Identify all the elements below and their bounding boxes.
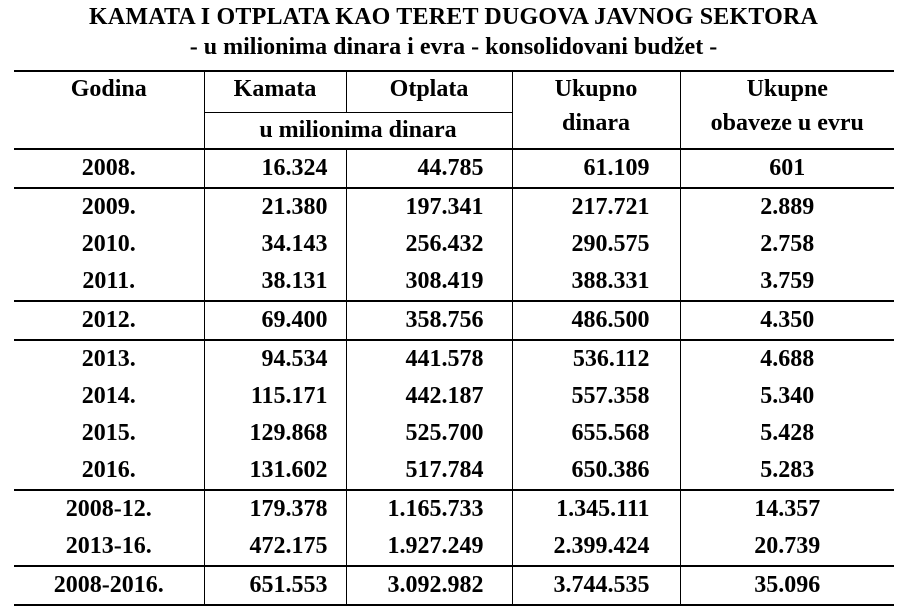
table-row: 2016. 131.602 517.784 650.386 5.283 [14,451,894,490]
cell-godina: 2008. [14,147,205,188]
header-unit: u milionima dinara [204,112,512,149]
cell-kamata: 69.400 [204,299,346,340]
cell-ukupno-dinara: 655.568 [511,414,680,452]
cell-godina: 2012. [14,299,205,340]
cell-ukupne-evro: 2.758 [679,225,894,263]
cell-ukupno-dinara: 650.386 [511,451,680,490]
cell-ukupno-dinara: 290.575 [511,225,680,263]
table-row: 2014. 115.171 442.187 557.358 5.340 [14,377,894,415]
debt-table: Godina Kamata Otplata Ukupno dinara Ukup… [14,70,894,606]
cell-ukupno-dinara: 388.331 [511,262,680,301]
cell-otplata: 525.700 [345,414,512,452]
header-ukupno-line1: Ukupno [554,76,638,102]
cell-ukupno-dinara: 557.358 [511,377,680,415]
cell-godina: 2016. [14,451,205,490]
header-ukupno-line2: dinara [561,110,630,136]
cell-otplata: 442.187 [345,377,512,415]
cell-ukupne-evro: 5.340 [679,377,894,415]
cell-otplata: 44.785 [345,147,512,188]
cell-ukupne-evro: 14.357 [679,488,894,528]
cell-ukupne-evro: 4.688 [679,338,894,378]
cell-kamata: 129.868 [249,419,328,446]
header-kamata: Kamata [204,70,346,113]
cell-godina: 2009. [14,186,205,226]
cell-godina: 2013. [14,338,205,378]
cell-otplata: 197.341 [345,186,512,226]
cell-godina: 2014. [14,377,205,415]
cell-ukupno-dinara: 536.112 [511,338,680,378]
cell-godina: 2008-12. [14,488,205,528]
cell-godina: 2008-2016. [14,564,205,606]
page-subtitle: - u milionima dinara i evra - konsolidov… [189,34,718,60]
cell-godina: 2013-16. [14,527,205,566]
cell-kamata: 115.171 [250,382,328,409]
cell-kamata: 179.378 [204,488,346,528]
cell-otplata: 441.578 [345,338,512,378]
cell-kamata: 472.175 [249,532,328,559]
cell-kamata: 16.324 [204,147,346,188]
cell-ukupne-evro: 5.283 [679,451,894,490]
cell-ukupne-evro: 20.739 [679,527,894,566]
cell-otplata: 1.165.733 [345,488,512,528]
table-row: 2015. 129.868 525.700 655.568 5.428 [14,414,894,452]
cell-ukupne-evro: 4.350 [679,299,894,340]
table-row: 2013. 94.534 441.578 536.112 4.688 [14,338,894,378]
cell-kamata: 131.602 [249,456,328,483]
header-ukupne-line1: Ukupne [746,76,828,102]
cell-godina: 2010. [14,225,205,263]
header-godina: Godina [14,70,205,149]
cell-ukupne-evro: 5.428 [679,414,894,452]
table-row: 2008-12. 179.378 1.165.733 1.345.111 14.357 [14,488,894,528]
cell-otplata: 517.784 [345,451,512,490]
cell-otplata: 358.756 [345,299,512,340]
header-otplata: Otplata [345,70,512,113]
cell-ukupne-evro: 2.889 [679,186,894,226]
cell-godina: 2015. [14,414,205,452]
cell-kamata: 651.553 [204,564,346,606]
cell-otplata: 1.927.249 [345,527,512,566]
header-ukupne-obaveze: Ukupne obaveze u evru [679,70,894,149]
cell-kamata: 21.380 [204,186,346,226]
table-row: 2011. 38.131 308.419 388.331 3.759 [14,262,894,301]
cell-otplata: 3.092.982 [345,564,512,606]
cell-godina: 2011. [14,262,205,301]
table-row: 2008-2016. 651.553 3.092.982 3.744.535 35.09… [14,564,894,606]
cell-ukupne-evro: 3.759 [679,262,894,301]
cell-ukupno-dinara: 3.744.535 [511,564,680,606]
table-row: 2012. 69.400 358.756 486.500 4.350 [14,299,894,340]
cell-kamata: 38.131 [261,267,328,294]
cell-kamata: 94.534 [204,338,346,378]
cell-otplata: 308.419 [345,262,512,301]
cell-otplata: 256.432 [345,225,512,263]
table-row: 2010. 34.143 256.432 290.575 2.758 [14,225,894,263]
cell-ukupne-evro: 35.096 [679,564,894,606]
table-row: 2013-16. 472.175 1.927.249 2.399.424 20.739 [14,527,894,566]
table-row: 2008. 16.324 44.785 61.109 601 [14,147,894,188]
cell-ukupno-dinara: 486.500 [511,299,680,340]
page-title: KAMATA I OTPLATA KAO TERET DUGOVA JAVNOG… [88,4,819,30]
header-ukupne-line2: obaveze u evru [710,110,864,136]
cell-ukupno-dinara: 2.399.424 [511,527,680,566]
table-row: 2009. 21.380 197.341 217.721 2.889 [14,186,894,226]
cell-ukupno-dinara: 217.721 [511,186,680,226]
cell-kamata: 34.143 [261,230,328,257]
header-ukupno-dinara: Ukupno dinara [511,70,680,149]
cell-ukupno-dinara: 61.109 [511,147,680,188]
table-body: 2008. 16.324 44.785 61.109 601 2009. 21.380 197… [14,147,894,606]
cell-ukupne-evro: 601 [679,147,894,188]
cell-ukupno-dinara: 1.345.111 [511,488,680,528]
